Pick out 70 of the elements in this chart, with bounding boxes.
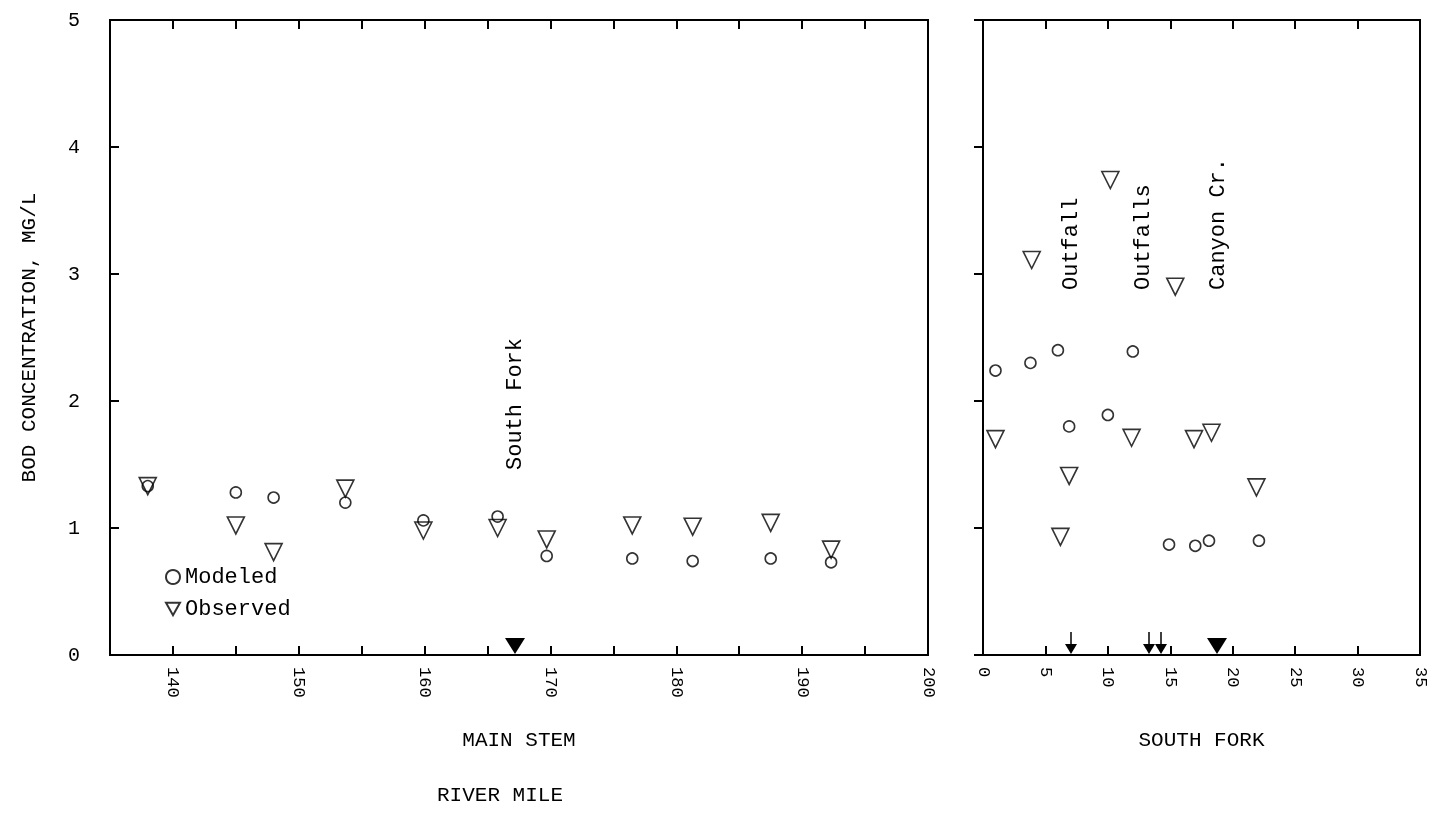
y-tick-label: 2	[67, 389, 80, 413]
x-axis-title: SOUTH FORK	[1138, 729, 1265, 752]
point	[491, 510, 504, 523]
x-axis-title: MAIN STEM	[462, 729, 576, 752]
x-tick-label: 15	[1160, 667, 1180, 688]
point	[686, 554, 699, 568]
point	[989, 364, 1002, 377]
x-tick-label: 180	[666, 667, 686, 698]
point	[264, 542, 283, 562]
point	[1022, 250, 1041, 270]
point	[1126, 345, 1140, 358]
point	[1188, 539, 1202, 553]
point	[1062, 420, 1076, 433]
point	[488, 518, 507, 538]
annotation: Canyon Cr.	[1205, 157, 1231, 290]
x-tick-label: 0	[973, 667, 993, 678]
x-tick-label: 25	[1285, 667, 1305, 688]
point	[824, 555, 838, 569]
point	[1101, 170, 1120, 190]
point	[1051, 527, 1070, 547]
point	[336, 479, 355, 498]
point	[1184, 429, 1204, 449]
x-tick-label: 140	[163, 667, 183, 698]
y-tick-label: 3	[67, 262, 80, 286]
point	[540, 549, 553, 563]
text: RIVER MILE	[436, 783, 564, 807]
point	[1202, 423, 1221, 443]
x-tick-label: 5	[1035, 667, 1055, 678]
point	[1162, 538, 1176, 551]
x-tick-label: 150	[289, 667, 309, 698]
point	[339, 496, 352, 509]
point	[1202, 534, 1216, 547]
x-tick-label: 190	[792, 667, 812, 698]
point	[267, 491, 280, 504]
point	[1101, 408, 1115, 422]
y-tick-label: 1	[67, 516, 80, 540]
point	[226, 516, 246, 535]
point	[417, 514, 430, 527]
point	[764, 552, 777, 565]
point	[537, 530, 556, 549]
x-tick-label: 10	[1098, 667, 1118, 688]
x-tick-label: 200	[918, 667, 938, 698]
point	[1122, 428, 1141, 448]
point	[1247, 478, 1266, 497]
x-tick-label: 20	[1223, 667, 1243, 688]
x-tick-label: 160	[415, 667, 435, 698]
point	[986, 429, 1005, 449]
point	[625, 552, 639, 565]
legend-label: Observed	[185, 596, 291, 622]
point	[622, 516, 642, 535]
point	[414, 521, 433, 540]
point	[683, 517, 702, 537]
point	[1252, 534, 1266, 547]
y-tick-label: 4	[67, 135, 80, 159]
x-tick-label: 30	[1348, 667, 1368, 688]
point	[1051, 343, 1065, 357]
point	[1059, 466, 1079, 486]
annotation: Outfall	[1058, 197, 1084, 290]
point	[821, 540, 841, 559]
y-axis-title: BOD CONCENTRATION, MG/L	[18, 192, 41, 483]
legend-label: Modeled	[185, 564, 278, 590]
x-tick-label: 35	[1410, 667, 1430, 688]
annotation: South Fork	[502, 337, 528, 470]
point	[1165, 277, 1185, 296]
annotation: Outfalls	[1130, 184, 1156, 290]
point	[1024, 356, 1037, 370]
y-tick-label: 5	[67, 8, 80, 32]
point	[229, 486, 243, 499]
x-tick-label: 170	[540, 667, 560, 698]
point	[761, 513, 780, 533]
